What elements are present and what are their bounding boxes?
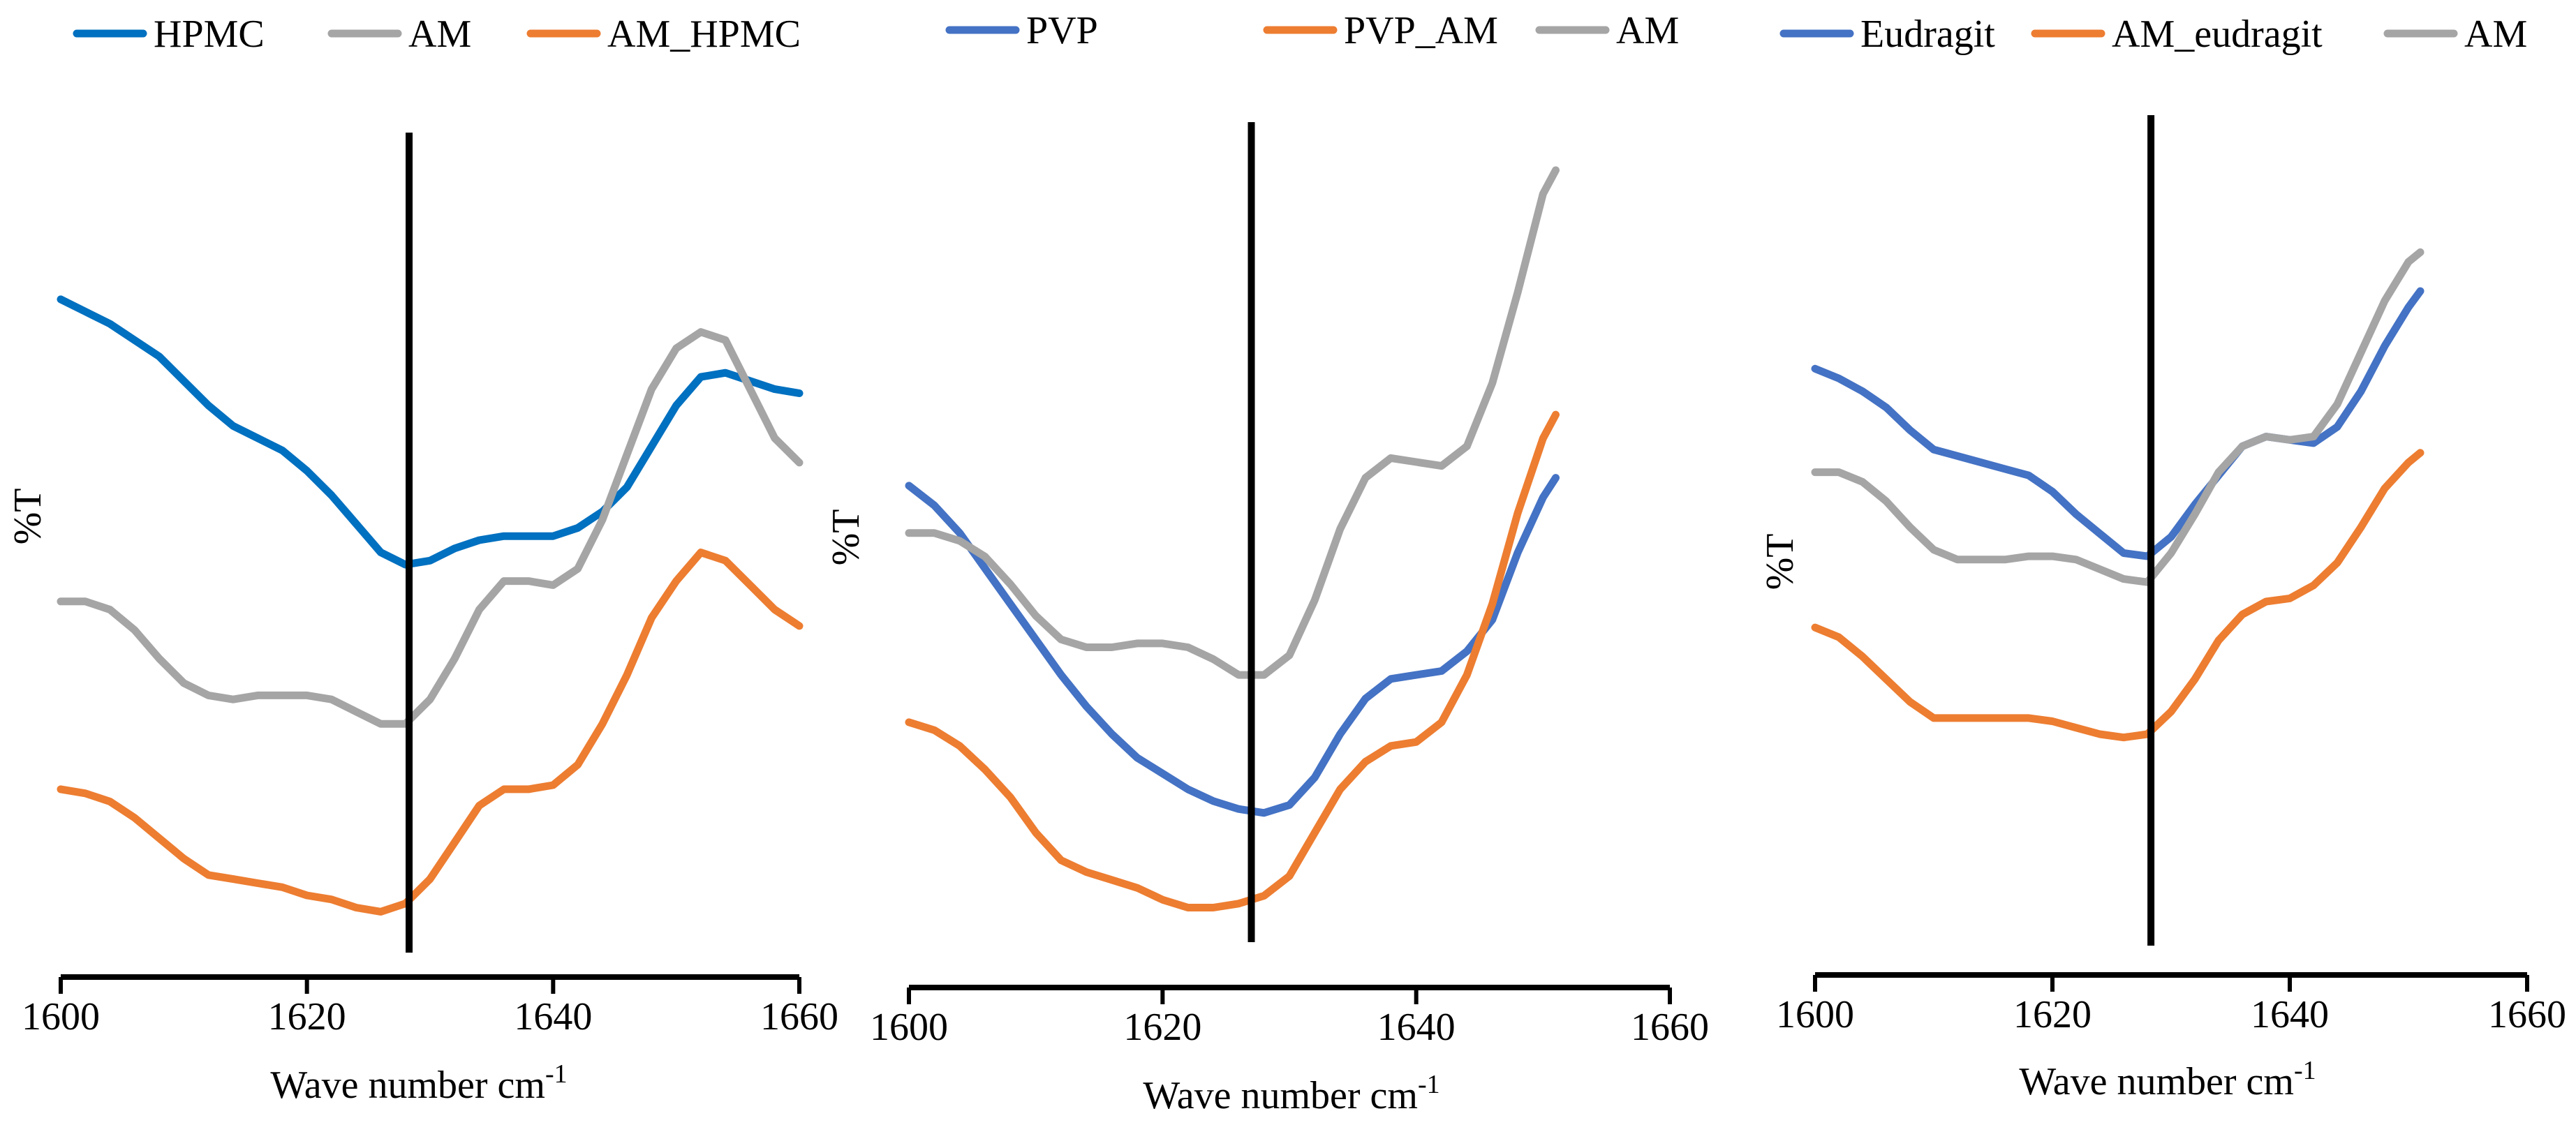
- series-line-am: [905, 166, 1560, 679]
- legend-label: HPMC: [154, 13, 265, 56]
- x-tick-label: 1660: [1631, 1006, 1709, 1049]
- y-axis-title: %T: [6, 489, 50, 545]
- series-line-am-hpmc: [57, 549, 804, 916]
- legend-label: PVP_AM: [1344, 9, 1498, 52]
- x-tick-label: 1600: [1776, 993, 1854, 1036]
- series-line-am: [57, 328, 804, 728]
- legend-label: Eudragit: [1860, 13, 1995, 56]
- x-axis-title-superscript: -1: [2294, 1056, 2316, 1085]
- chart-panel-3: Eudragit AM_eudragit AM 1600 1620 1640 1660 Wav…: [1759, 13, 2566, 1103]
- x-tick-label: 1620: [2013, 993, 2092, 1036]
- series-line-am: [1811, 248, 2425, 586]
- y-axis-title: %T: [824, 509, 868, 566]
- series-line-pvp-am: [905, 410, 1560, 911]
- legend-label: PVP: [1026, 9, 1098, 52]
- x-axis-title-text: Wave number cm: [2019, 1060, 2294, 1103]
- series-line-am-eudragit: [1811, 449, 2425, 742]
- x-axis-title-superscript: -1: [545, 1059, 568, 1089]
- x-axis-title: Wave number cm-1: [1143, 1070, 1439, 1117]
- chart-panel-2: PVP PVP_AM AM 1600 1620 1640 1660 Wave number c…: [824, 9, 1709, 1117]
- legend-label: AM_HPMC: [607, 13, 801, 56]
- series-line-eudragit: [1811, 287, 2425, 560]
- series-line-hpmc: [57, 295, 804, 569]
- x-axis-title: Wave number cm-1: [270, 1059, 567, 1107]
- legend-label: AM: [2464, 13, 2527, 56]
- x-axis-title-text: Wave number cm: [1143, 1074, 1418, 1117]
- series-line-pvp: [905, 474, 1560, 817]
- legend-label: AM_eudragit: [2112, 13, 2323, 56]
- x-tick-label: 1600: [870, 1006, 948, 1049]
- x-tick-label: 1640: [2251, 993, 2329, 1036]
- x-tick-label: 1600: [22, 995, 100, 1038]
- x-axis-title-superscript: -1: [1418, 1070, 1440, 1099]
- x-tick-label: 1620: [1123, 1006, 1201, 1049]
- x-tick-label: 1640: [1377, 1006, 1456, 1049]
- x-tick-label: 1660: [760, 995, 838, 1038]
- x-tick-label: 1640: [514, 995, 592, 1038]
- x-tick-label: 1620: [268, 995, 346, 1038]
- legend-label: AM: [1616, 9, 1679, 52]
- y-axis-title: %T: [1759, 534, 1802, 590]
- chart-panel-1: HPMC AM AM_HPMC 1600 1620 1640 1660 Wave number…: [6, 13, 838, 1107]
- legend-label: AM: [408, 13, 471, 56]
- x-axis-title: Wave number cm-1: [2019, 1056, 2316, 1103]
- x-tick-label: 1660: [2488, 993, 2566, 1036]
- x-axis-title-text: Wave number cm: [270, 1064, 545, 1107]
